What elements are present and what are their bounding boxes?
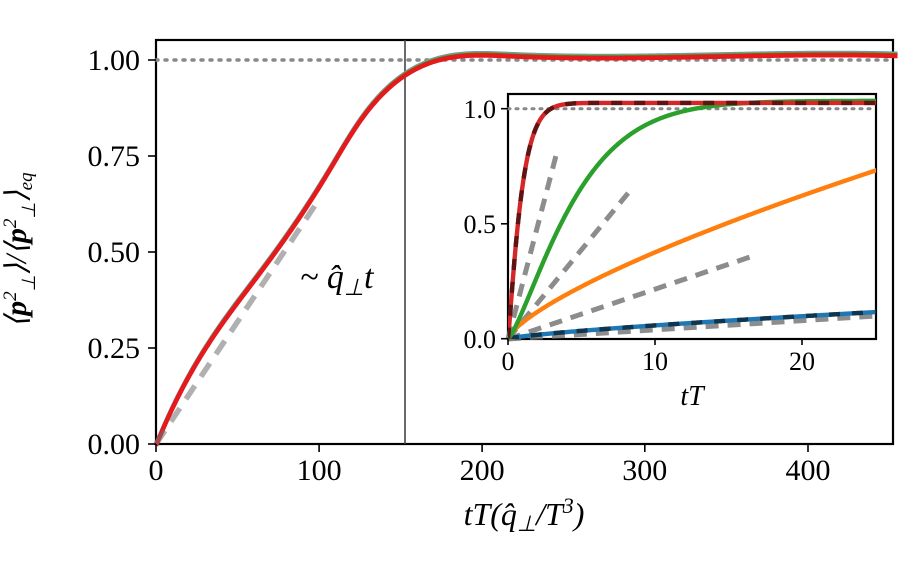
svg-text:1.00: 1.00	[88, 44, 141, 77]
svg-text:10: 10	[642, 347, 668, 376]
svg-text:0.0: 0.0	[464, 325, 497, 354]
svg-text:0: 0	[502, 347, 515, 376]
svg-text:300: 300	[622, 454, 667, 487]
svg-text:0: 0	[149, 454, 164, 487]
svg-text:1.0: 1.0	[464, 95, 497, 124]
svg-text:~ q̂⊥t: ~ q̂⊥t	[300, 259, 375, 300]
svg-text:0.00: 0.00	[88, 428, 141, 461]
svg-text:0.25: 0.25	[88, 332, 141, 365]
svg-text:tT: tT	[680, 381, 706, 412]
svg-text:400: 400	[786, 454, 831, 487]
svg-text:20: 20	[789, 347, 815, 376]
svg-text:200: 200	[460, 454, 505, 487]
svg-text:100: 100	[297, 454, 342, 487]
svg-text:0.75: 0.75	[88, 140, 141, 173]
svg-text:0.5: 0.5	[464, 210, 497, 239]
svg-text:0.50: 0.50	[88, 236, 141, 269]
